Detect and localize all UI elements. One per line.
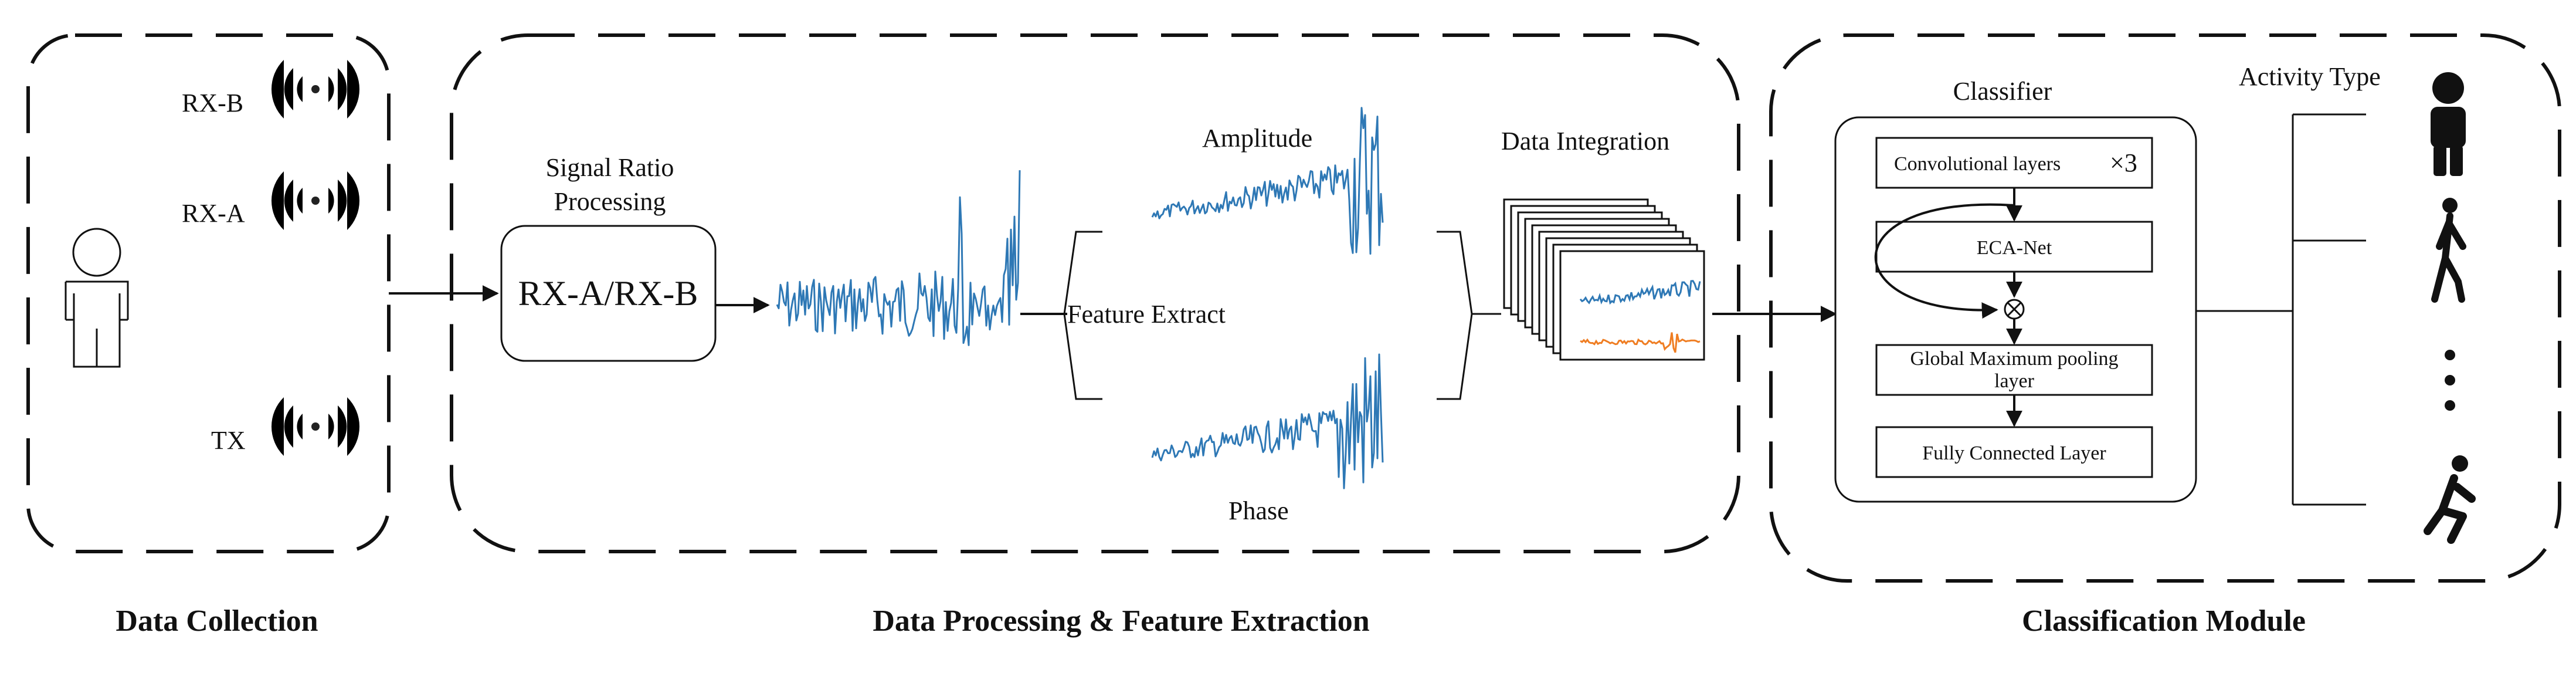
phase-waveform [1151, 353, 1384, 489]
feature-brace-left [1063, 231, 1102, 400]
person-outline-icon [65, 228, 129, 368]
layer-fc-label: Fully Connected Layer [1922, 442, 2106, 464]
antenna-label-rx-b: RX-B [182, 89, 243, 117]
ratio-box-label: RX-A/RX-B [518, 274, 698, 313]
feature-extract-label: Feature Extract [1067, 300, 1226, 329]
data-integration-label: Data Integration [1501, 127, 1669, 155]
classification-title: Classification Module [2022, 604, 2306, 638]
layer-eca-box [1875, 221, 2153, 273]
integration-amplitude-trace [1579, 280, 1701, 305]
amplitude-label: Amplitude [1202, 124, 1312, 153]
layer-pool-label-1: Global Maximum pooling [1910, 348, 2118, 370]
integration-card [1559, 250, 1705, 361]
data-processing-border [450, 33, 1740, 553]
data-processing-title: Data Processing & Feature Extraction [873, 604, 1369, 638]
feature-brace-right [1437, 231, 1473, 400]
amplitude-waveform [1151, 107, 1384, 255]
ratio-box [500, 225, 717, 362]
classification-border [1769, 33, 2561, 583]
vertical-ellipsis-icon [2445, 350, 2455, 411]
falling-person-icon [2424, 455, 2476, 544]
antenna-rx-b-icon [271, 60, 360, 150]
antenna-tx-icon [271, 397, 360, 487]
skip-connection-arrow [1874, 203, 2015, 319]
data-collection-section: RX-B RX-A TX Data Collection [26, 33, 391, 638]
layer-pool-box [1875, 344, 2153, 396]
data-collection-title: Data Collection [116, 604, 318, 638]
standing-person-icon [2431, 72, 2466, 176]
layer-conv-label: Convolutional layers [1894, 153, 2061, 175]
antenna-label-tx: TX [211, 426, 246, 455]
layer-conv-multiplier: ×3 [2110, 148, 2137, 177]
antenna-label-rx-a: RX-A [182, 199, 245, 228]
multiply-operator-icon [2004, 299, 2025, 320]
integration-phase-trace [1580, 332, 1701, 353]
walking-person-icon [2431, 198, 2466, 303]
phase-label: Phase [1228, 496, 1289, 525]
layer-pool-label-2: layer [1994, 370, 2035, 392]
data-processing-section: Signal Ratio Processing RX-A/RX-B Featur… [450, 33, 1740, 553]
classifier-title: Classifier [1953, 77, 2052, 106]
raw-signal-waveform [776, 170, 1021, 346]
antenna-rx-a-icon [271, 171, 360, 261]
data-integration-stack [1503, 198, 1705, 361]
classification-section: Classifier Convolutional layers ×3 ECA-N… [1769, 33, 2561, 638]
layer-eca-label: ECA-Net [1977, 237, 2052, 259]
layer-fc-box [1875, 426, 2153, 478]
activity-type-label: Activity Type [2239, 62, 2381, 91]
signal-ratio-title-line2: Processing [554, 187, 666, 216]
signal-ratio-title-line1: Signal Ratio [546, 153, 674, 182]
